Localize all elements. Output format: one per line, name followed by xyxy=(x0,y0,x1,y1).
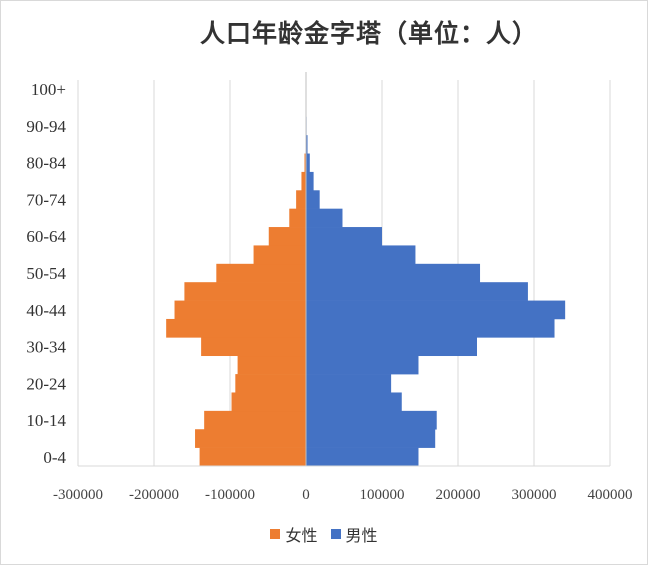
legend-label-male: 男性 xyxy=(345,526,378,545)
bar-male-25-29 xyxy=(306,355,419,375)
bar-female-60-64 xyxy=(268,227,306,246)
chart-title: 人口年龄金字塔（单位：人） xyxy=(199,19,538,48)
y-tick-label: 20-24 xyxy=(26,374,66,393)
y-tick-label: 0-4 xyxy=(43,448,66,467)
x-tick-label: 300000 xyxy=(512,487,557,503)
bar-male-10-14 xyxy=(306,410,437,430)
bar-male-30-34 xyxy=(306,337,477,357)
x-tick-label: 0 xyxy=(302,487,310,503)
x-tick-label: -300000 xyxy=(53,487,103,503)
bar-male-75-79 xyxy=(306,171,314,191)
x-tick-label: 400000 xyxy=(588,487,633,503)
bar-female-25-29 xyxy=(237,355,306,375)
x-tick-label: 100000 xyxy=(360,487,405,503)
bar-female-15-19 xyxy=(231,392,306,412)
y-tick-label: 80-84 xyxy=(26,154,66,173)
bar-male-70-74 xyxy=(306,190,320,209)
bar-female-20-24 xyxy=(235,374,306,393)
bar-female-35-39 xyxy=(166,318,306,338)
y-tick-label: 60-64 xyxy=(26,227,66,246)
bar-male-0-4 xyxy=(306,447,419,467)
bar-female-40-44 xyxy=(174,300,306,320)
bar-male-50-54 xyxy=(306,263,481,283)
bar-female-50-54 xyxy=(216,263,306,283)
x-tick-label: -200000 xyxy=(129,487,179,503)
x-tick-label: 200000 xyxy=(436,487,481,503)
bar-male-35-39 xyxy=(306,318,555,338)
bar-female-5-9 xyxy=(195,429,306,448)
bar-female-65-69 xyxy=(289,208,306,228)
y-tick-label: 10-14 xyxy=(26,411,66,430)
bar-female-55-59 xyxy=(253,245,306,265)
y-tick-label: 70-74 xyxy=(26,190,66,209)
y-tick-label: 30-34 xyxy=(26,338,66,357)
bar-male-40-44 xyxy=(306,300,566,320)
chart-legend: 女性 男性 xyxy=(0,522,648,546)
legend-swatch-male xyxy=(330,529,341,539)
bar-male-65-69 xyxy=(306,208,343,228)
bar-male-15-19 xyxy=(306,392,402,412)
y-tick-label: 40-44 xyxy=(26,301,66,320)
bar-female-30-34 xyxy=(201,337,306,357)
bar-female-0-4 xyxy=(199,447,306,467)
bar-male-20-24 xyxy=(306,374,392,393)
bar-female-10-14 xyxy=(204,410,306,430)
bar-female-70-74 xyxy=(296,190,306,209)
bar-female-45-49 xyxy=(184,282,306,301)
bar-male-85-89 xyxy=(306,135,308,154)
bar-male-5-9 xyxy=(306,429,436,448)
legend-label-female: 女性 xyxy=(285,526,318,545)
x-tick-label: -100000 xyxy=(205,487,255,503)
bar-female-75-79 xyxy=(301,171,306,191)
legend-item-male: 男性 xyxy=(330,522,378,546)
y-tick-label: 50-54 xyxy=(26,264,66,283)
legend-item-female: 女性 xyxy=(270,522,317,546)
bar-male-60-64 xyxy=(306,227,382,246)
y-tick-label: 90-94 xyxy=(26,117,66,136)
bar-male-55-59 xyxy=(306,245,416,265)
bar-male-80-84 xyxy=(306,153,310,173)
bar-female-80-84 xyxy=(304,153,306,173)
bar-male-45-49 xyxy=(306,282,528,301)
y-tick-label: 100+ xyxy=(31,80,66,99)
legend-swatch-female xyxy=(270,529,281,539)
